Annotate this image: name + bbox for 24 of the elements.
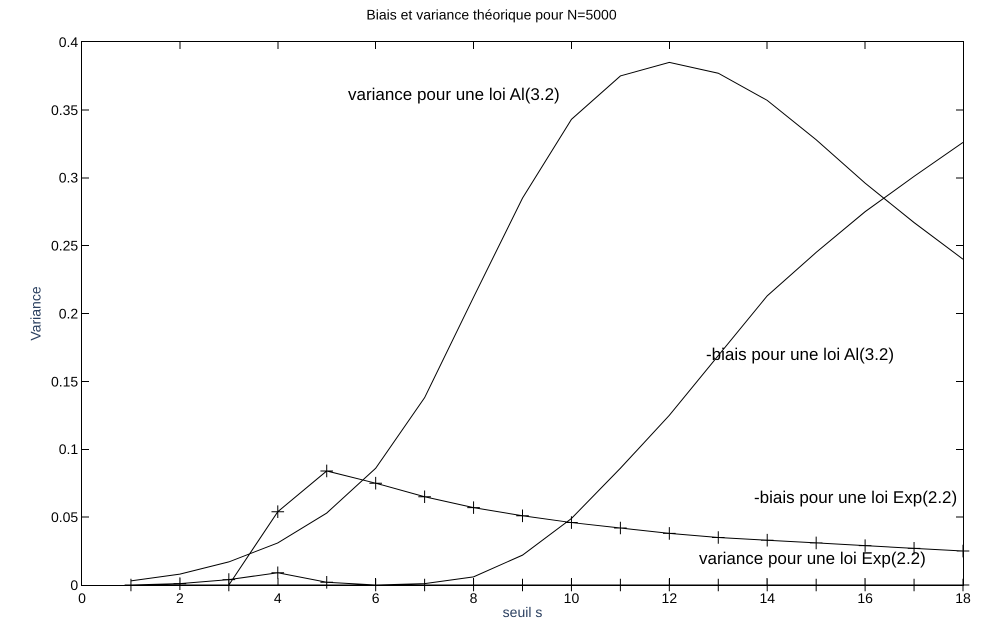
y-axis-title: Variance <box>28 286 44 341</box>
x-tick-label: 14 <box>759 590 776 606</box>
chart-title: Biais et variance théorique pour N=5000 <box>366 6 617 22</box>
x-tick-label: 4 <box>274 590 282 606</box>
x-tick-label: 18 <box>955 590 971 606</box>
annotation: -biais pour une loi Exp(2.2) <box>754 488 958 507</box>
x-axis-title: seuil s <box>502 604 542 620</box>
x-tick-label: 10 <box>564 590 580 606</box>
x-tick-label: 16 <box>857 590 874 606</box>
y-tick-label: 0.35 <box>50 102 78 118</box>
y-tick-label: 0.15 <box>50 373 78 390</box>
y-tick-label: 0.1 <box>58 441 78 458</box>
y-tick-label: 0.25 <box>50 238 78 254</box>
y-tick-label: 0.4 <box>58 34 78 50</box>
y-tick-label: 0.2 <box>58 305 78 322</box>
x-tick-label: 6 <box>372 590 380 606</box>
x-tick-label: 8 <box>470 590 478 606</box>
y-tick-label: 0.3 <box>58 170 78 186</box>
x-tick-label: 2 <box>176 590 184 606</box>
y-tick-label: 0 <box>70 576 78 593</box>
x-tick-label: 12 <box>662 590 678 606</box>
annotation: variance pour une loi Al(3.2) <box>348 85 560 104</box>
annotation: variance pour une loi Exp(2.2) <box>699 549 926 568</box>
y-tick-label: 0.05 <box>50 509 78 526</box>
